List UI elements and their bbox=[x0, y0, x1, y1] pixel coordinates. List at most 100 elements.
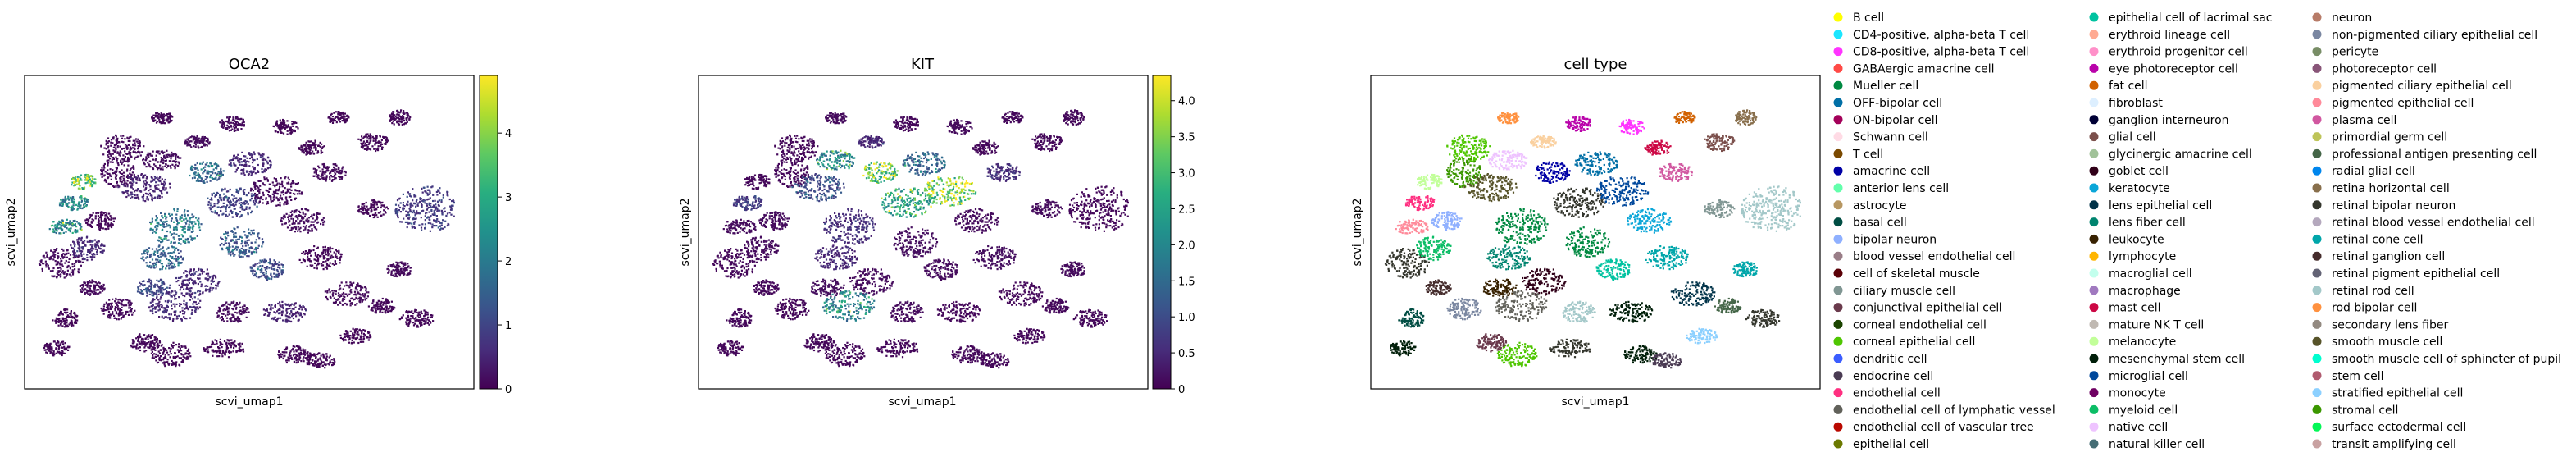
cell-point bbox=[185, 357, 188, 359]
cell-point bbox=[54, 227, 57, 231]
cell-point bbox=[197, 169, 199, 171]
cell-point bbox=[76, 240, 79, 243]
cell-point bbox=[151, 265, 153, 267]
cell-point bbox=[126, 299, 129, 301]
cell-point bbox=[257, 152, 260, 154]
cell-point bbox=[315, 172, 317, 175]
cell-point bbox=[238, 344, 240, 346]
cell-point bbox=[384, 207, 387, 209]
cell-point bbox=[131, 167, 134, 169]
cell-point bbox=[211, 194, 213, 197]
cell-point bbox=[298, 304, 301, 307]
cell-point bbox=[240, 349, 243, 351]
cell-point bbox=[100, 211, 102, 213]
cell-point bbox=[162, 362, 164, 364]
cell-point bbox=[215, 167, 217, 169]
cell-point bbox=[411, 226, 413, 229]
cell-point bbox=[235, 214, 238, 217]
cell-point bbox=[212, 275, 215, 277]
cell-point bbox=[129, 148, 131, 151]
cell-point bbox=[100, 225, 102, 227]
cell-point bbox=[312, 167, 315, 170]
cell-point bbox=[149, 188, 152, 190]
cell-point bbox=[101, 250, 103, 253]
cell-point bbox=[230, 346, 232, 349]
cell-point bbox=[264, 168, 266, 171]
cell-point bbox=[341, 171, 344, 173]
cell-point bbox=[299, 313, 303, 317]
cell-point bbox=[171, 256, 174, 258]
cell-point bbox=[70, 271, 72, 273]
cell-point bbox=[186, 286, 189, 289]
cell-point bbox=[335, 164, 338, 167]
cell-point bbox=[118, 301, 121, 304]
cell-point bbox=[266, 267, 268, 269]
cell-point bbox=[248, 249, 251, 252]
cell-point bbox=[67, 202, 71, 204]
cell-point bbox=[121, 313, 123, 316]
cell-point bbox=[227, 190, 230, 193]
cell-point bbox=[281, 180, 284, 183]
cell-point bbox=[149, 336, 152, 339]
cell-point bbox=[289, 195, 292, 198]
cell-point bbox=[143, 189, 146, 191]
cell-point bbox=[121, 180, 123, 183]
cell-point bbox=[183, 272, 185, 274]
cell-point bbox=[223, 193, 225, 195]
cell-point bbox=[97, 240, 99, 242]
cell-point bbox=[114, 306, 116, 308]
cell-point bbox=[254, 263, 257, 266]
cell-point bbox=[183, 279, 185, 281]
cell-point bbox=[71, 273, 75, 276]
cell-point bbox=[242, 202, 245, 204]
cell-point bbox=[97, 244, 99, 247]
cell-point bbox=[140, 292, 143, 295]
cell-point bbox=[91, 240, 93, 243]
cell-point bbox=[106, 308, 108, 312]
cell-point bbox=[189, 274, 193, 276]
cell-point bbox=[151, 220, 153, 222]
cell-point bbox=[154, 311, 157, 313]
cell-point bbox=[123, 178, 125, 181]
cell-point bbox=[149, 152, 152, 154]
cell-point bbox=[273, 311, 275, 313]
cell-point bbox=[357, 205, 360, 208]
cell-point bbox=[298, 258, 301, 261]
cell-point bbox=[400, 261, 403, 263]
cell-point bbox=[235, 168, 238, 171]
cell-point bbox=[310, 224, 312, 226]
cell-point bbox=[206, 277, 208, 281]
cell-point bbox=[248, 255, 250, 258]
cell-point bbox=[144, 184, 148, 186]
cell-point bbox=[250, 242, 253, 244]
cell-point bbox=[65, 259, 67, 263]
cell-point bbox=[444, 226, 446, 229]
cell-point bbox=[107, 310, 111, 313]
cell-point bbox=[105, 219, 107, 222]
cell-point bbox=[239, 309, 242, 312]
cell-point bbox=[121, 162, 123, 165]
cell-point bbox=[145, 156, 148, 158]
cell-point bbox=[302, 258, 304, 261]
cell-point bbox=[252, 166, 254, 168]
cell-point bbox=[227, 200, 230, 203]
cell-point bbox=[243, 172, 245, 175]
cell-point bbox=[282, 266, 284, 268]
cell-point bbox=[80, 174, 83, 176]
cell-point bbox=[90, 247, 93, 249]
cell-point bbox=[213, 177, 216, 180]
cell-point bbox=[289, 304, 292, 307]
cell-point bbox=[405, 215, 407, 217]
cell-point bbox=[66, 273, 69, 276]
cell-point bbox=[72, 257, 75, 259]
cell-point bbox=[199, 281, 202, 283]
cell-point bbox=[241, 163, 243, 167]
cell-point bbox=[322, 221, 325, 224]
cell-point bbox=[313, 226, 316, 229]
cell-point bbox=[210, 174, 212, 176]
cell-point bbox=[71, 263, 74, 266]
cell-point bbox=[335, 301, 337, 304]
cell-point bbox=[174, 362, 176, 364]
cell-point bbox=[150, 180, 152, 183]
cell-point bbox=[203, 350, 206, 352]
